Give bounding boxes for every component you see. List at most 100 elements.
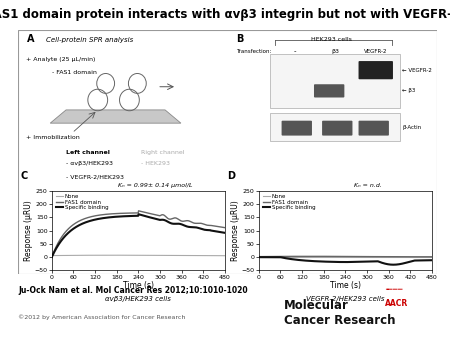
Specific binding <box>136 212 141 216</box>
Specific binding <box>391 263 396 267</box>
Text: Right channel: Right channel <box>141 150 185 155</box>
FancyBboxPatch shape <box>322 121 352 136</box>
FAS1 domain <box>165 216 171 220</box>
FAS1 domain <box>419 255 424 259</box>
Y-axis label: Response (μRU): Response (μRU) <box>231 200 240 261</box>
Text: HEK293 cells: HEK293 cells <box>311 37 351 42</box>
Text: Transfection:: Transfection: <box>236 49 271 54</box>
None <box>128 253 133 257</box>
None <box>387 255 392 259</box>
Specific binding <box>80 222 85 226</box>
Text: Cell-protein SPR analysis: Cell-protein SPR analysis <box>46 37 134 43</box>
Specific binding <box>180 223 185 227</box>
Specific binding <box>334 260 340 264</box>
Specific binding <box>49 255 54 259</box>
Text: AACR: AACR <box>385 299 408 308</box>
None <box>222 254 228 258</box>
Text: B: B <box>236 34 243 44</box>
Text: ← β3: ← β3 <box>402 88 415 93</box>
Specific binding <box>127 214 133 218</box>
None <box>372 255 377 259</box>
Text: + Immobilization: + Immobilization <box>27 135 80 140</box>
Specific binding <box>301 258 306 262</box>
FAS1 domain <box>306 254 311 258</box>
FAS1 domain <box>136 209 141 213</box>
Text: β-Actin: β-Actin <box>402 125 421 130</box>
Text: Ju-Ock Nam et al. Mol Cancer Res 2012;10:1010-1020: Ju-Ock Nam et al. Mol Cancer Res 2012;10… <box>18 286 248 295</box>
FAS1 domain <box>222 226 228 230</box>
FAS1 domain <box>335 255 340 259</box>
Bar <box>270 113 400 141</box>
FAS1 domain <box>152 213 157 217</box>
X-axis label: Time (s): Time (s) <box>123 281 154 290</box>
Text: FAS1 domain protein interacts with αvβ3 integrin but not with VEGFR-2.: FAS1 domain protein interacts with αvβ3 … <box>0 8 450 21</box>
FAS1 domain <box>301 254 306 258</box>
Specific binding <box>387 262 392 266</box>
FancyBboxPatch shape <box>282 121 312 136</box>
Text: - VEGFR-2/HEK293: - VEGFR-2/HEK293 <box>66 174 124 179</box>
Specific binding <box>222 231 228 235</box>
Y-axis label: Response (μRU): Response (μRU) <box>24 200 33 261</box>
Text: D: D <box>228 171 235 182</box>
None <box>80 253 85 257</box>
Specific binding <box>152 216 157 220</box>
Specific binding <box>287 257 292 261</box>
Text: αvβ3/HEK293 cells: αvβ3/HEK293 cells <box>105 296 171 301</box>
Specific binding <box>358 260 364 264</box>
Text: Molecular
Cancer Research: Molecular Cancer Research <box>284 299 395 327</box>
FAS1 domain <box>127 211 133 215</box>
Text: - FAS1 domain: - FAS1 domain <box>52 70 97 75</box>
None <box>49 254 54 258</box>
FAS1 domain <box>429 255 435 259</box>
Line: None: None <box>52 255 225 256</box>
None <box>180 254 185 258</box>
Specific binding <box>372 259 377 263</box>
FAS1 domain <box>256 255 261 259</box>
None <box>165 254 171 258</box>
None <box>287 255 292 259</box>
Bar <box>270 54 400 108</box>
FAS1 domain <box>372 255 378 259</box>
None <box>256 255 261 259</box>
FancyBboxPatch shape <box>359 121 389 136</box>
Specific binding <box>94 217 99 221</box>
Text: + Analyte (25 µL/min): + Analyte (25 µL/min) <box>27 57 96 62</box>
Text: ═══════: ═══════ <box>385 288 402 292</box>
Legend: None, FAS1 domain, Specific binding: None, FAS1 domain, Specific binding <box>263 194 315 211</box>
FancyBboxPatch shape <box>314 84 344 97</box>
Line: Specific binding: Specific binding <box>52 214 225 257</box>
X-axis label: Time (s): Time (s) <box>330 281 361 290</box>
Text: β3: β3 <box>331 49 339 54</box>
Text: -: - <box>293 49 296 55</box>
FAS1 domain <box>80 218 85 222</box>
Text: - HEK293: - HEK293 <box>141 161 170 166</box>
Specific binding <box>429 258 435 262</box>
Text: ©2012 by American Association for Cancer Research: ©2012 by American Association for Cancer… <box>18 314 185 320</box>
Text: VEGFR-2/HEK293 cells: VEGFR-2/HEK293 cells <box>306 296 385 301</box>
Legend: None, FAS1 domain, Specific binding: None, FAS1 domain, Specific binding <box>56 194 108 211</box>
None <box>152 253 157 257</box>
None <box>301 255 306 259</box>
Specific binding <box>165 220 171 224</box>
Text: A: A <box>27 34 34 44</box>
None <box>429 255 435 259</box>
Text: Kₙ = 0.99± 0.14 μmol/L: Kₙ = 0.99± 0.14 μmol/L <box>117 183 192 188</box>
FAS1 domain <box>180 219 185 223</box>
None <box>109 253 114 257</box>
None <box>358 255 364 259</box>
Polygon shape <box>50 110 181 123</box>
None <box>334 255 340 259</box>
FancyBboxPatch shape <box>359 61 393 79</box>
Text: VEGFR-2: VEGFR-2 <box>364 49 387 54</box>
FAS1 domain <box>287 255 292 259</box>
Text: ← VEGFR-2: ← VEGFR-2 <box>402 69 432 73</box>
Line: Specific binding: Specific binding <box>259 257 432 265</box>
Text: - αvβ3/HEK293: - αvβ3/HEK293 <box>66 161 113 166</box>
Line: FAS1 domain: FAS1 domain <box>259 256 432 257</box>
FAS1 domain <box>49 255 54 259</box>
Line: FAS1 domain: FAS1 domain <box>52 211 225 257</box>
None <box>94 253 99 257</box>
Text: Kₙ = n.d.: Kₙ = n.d. <box>354 183 382 188</box>
Text: C: C <box>21 171 28 182</box>
FAS1 domain <box>359 255 364 259</box>
